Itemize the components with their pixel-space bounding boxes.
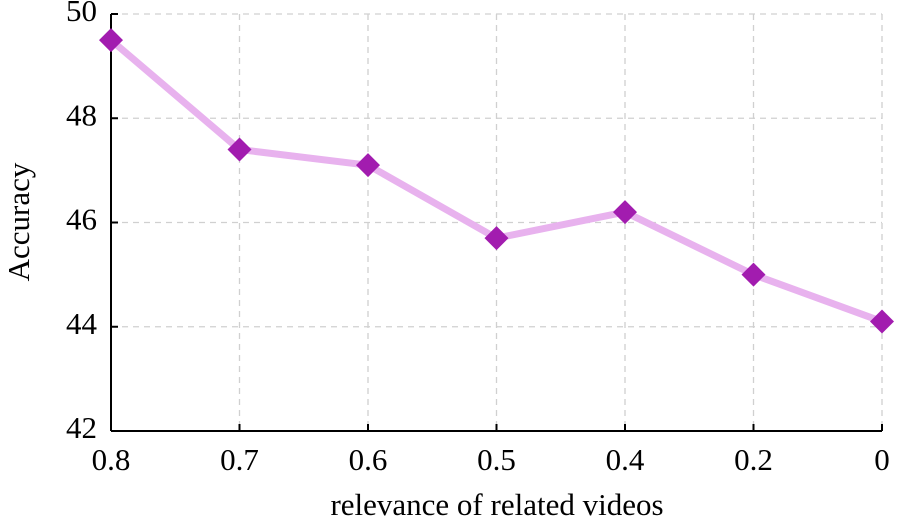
x-tick-label: 0.8 (92, 442, 131, 477)
marker (613, 200, 637, 225)
y-tick-label: 42 (66, 410, 97, 445)
marker (484, 226, 509, 251)
marker (741, 262, 766, 287)
y-axis-label: Accuracy (1, 162, 36, 281)
marker (870, 309, 894, 334)
y-tick-label: 50 (66, 0, 97, 28)
marker (356, 153, 380, 178)
x-tick-label: 0.5 (477, 442, 516, 477)
y-tick-label: 46 (66, 202, 97, 237)
x-tick-label: 0.4 (606, 442, 645, 477)
x-tick-label: 0.6 (349, 442, 388, 477)
y-tick-label: 48 (66, 97, 97, 132)
y-tick-label: 44 (66, 306, 98, 341)
x-tick-label: 0.7 (220, 442, 259, 477)
x-tick-label: 0.2 (734, 442, 773, 477)
x-tick-label: 0 (874, 442, 890, 477)
marker (227, 137, 252, 162)
x-axis-label: relevance of related videos (330, 487, 663, 522)
marker (99, 28, 123, 53)
